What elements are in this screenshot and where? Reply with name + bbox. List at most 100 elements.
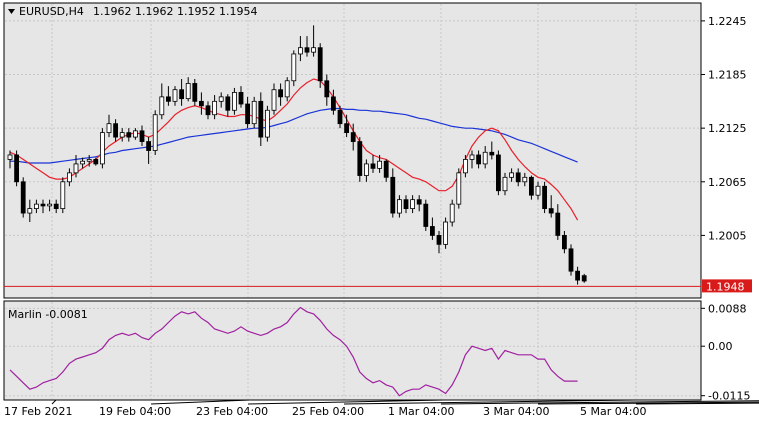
candle[interactable] [377, 154, 383, 173]
candle[interactable] [278, 83, 284, 106]
candle[interactable] [324, 74, 330, 106]
candle[interactable] [67, 168, 72, 187]
candle[interactable] [456, 168, 462, 209]
candle[interactable] [271, 83, 277, 115]
candle[interactable] [231, 87, 237, 115]
candle[interactable] [390, 168, 396, 218]
candle[interactable] [535, 181, 541, 200]
price-axis[interactable]: 1.2245 1.2185 1.2125 1.2065 1.2005 [701, 15, 747, 243]
candle[interactable] [522, 172, 528, 187]
time-axis[interactable]: 17 Feb 2021 19 Feb 04:00 23 Feb 04:00 25 Fe… [4, 399, 759, 418]
candle[interactable] [212, 95, 218, 120]
candle[interactable] [383, 159, 389, 182]
candle[interactable] [344, 114, 350, 138]
candle[interactable] [60, 177, 66, 214]
candle[interactable] [482, 146, 488, 169]
candle[interactable] [410, 195, 416, 214]
candle[interactable] [416, 195, 422, 212]
candle[interactable] [27, 199, 33, 223]
candle[interactable] [529, 175, 534, 200]
candle[interactable] [218, 92, 224, 108]
candle[interactable] [179, 78, 185, 106]
candle[interactable] [146, 137, 152, 164]
indicator-axis[interactable]: 0.0088 0.00 -0.0115 [701, 302, 750, 403]
candle[interactable] [113, 119, 118, 142]
candle[interactable] [509, 168, 515, 182]
candle[interactable] [80, 157, 85, 169]
candle[interactable] [264, 105, 270, 142]
candle[interactable] [304, 36, 310, 57]
candle[interactable] [423, 199, 429, 231]
candle[interactable] [311, 25, 317, 57]
candle[interactable] [245, 96, 251, 129]
candle[interactable] [40, 199, 46, 214]
candle[interactable] [20, 177, 26, 218]
candle[interactable] [34, 199, 39, 214]
candle[interactable] [337, 105, 343, 129]
candle[interactable] [119, 128, 125, 142]
candle[interactable] [205, 101, 211, 120]
candle[interactable] [152, 110, 158, 155]
candle[interactable] [93, 157, 99, 166]
candle[interactable] [14, 150, 20, 187]
candle[interactable] [53, 199, 59, 214]
candle[interactable] [317, 43, 323, 88]
candle-body-bull [410, 199, 416, 210]
candle[interactable] [126, 128, 132, 142]
candle[interactable] [225, 94, 231, 117]
candle[interactable] [350, 123, 356, 151]
candle[interactable] [396, 195, 402, 218]
price-pane[interactable] [3, 2, 702, 299]
candle[interactable] [192, 78, 198, 106]
candle[interactable] [476, 150, 482, 169]
candle[interactable] [449, 199, 455, 227]
candle[interactable] [159, 83, 165, 120]
candle[interactable] [562, 230, 567, 254]
candle[interactable] [568, 244, 574, 276]
candle[interactable] [139, 125, 145, 147]
candle[interactable] [106, 114, 112, 138]
candle[interactable] [581, 273, 587, 283]
candle[interactable] [284, 77, 290, 102]
candle[interactable] [297, 36, 303, 62]
indicator-pane[interactable] [3, 300, 702, 401]
candle[interactable] [443, 217, 449, 249]
candle[interactable] [185, 77, 191, 102]
candles[interactable] [7, 25, 587, 285]
candle[interactable] [548, 195, 554, 218]
dropdown-triangle-icon[interactable] [8, 9, 15, 14]
candle[interactable] [198, 92, 204, 115]
candle[interactable] [469, 150, 475, 169]
candle[interactable] [370, 154, 376, 173]
candle-body-bear [515, 172, 521, 183]
candle[interactable] [542, 181, 547, 214]
candle[interactable] [436, 230, 442, 254]
candle[interactable] [330, 89, 336, 115]
candle[interactable] [575, 266, 580, 285]
candle[interactable] [403, 195, 409, 214]
candle[interactable] [489, 141, 495, 160]
candle[interactable] [502, 172, 508, 196]
candle[interactable] [462, 154, 468, 178]
candle[interactable] [515, 168, 521, 187]
candle[interactable] [363, 159, 369, 182]
candle[interactable] [7, 150, 13, 169]
candle[interactable] [238, 86, 244, 108]
candle[interactable] [251, 96, 257, 129]
candle[interactable] [47, 199, 52, 212]
candle[interactable] [555, 204, 561, 240]
candle[interactable] [172, 86, 178, 106]
candle[interactable] [258, 92, 264, 147]
candle[interactable] [100, 128, 105, 169]
candle[interactable] [495, 150, 501, 196]
candle[interactable] [357, 137, 363, 182]
candle[interactable] [291, 50, 297, 87]
candle[interactable] [165, 86, 171, 106]
candle[interactable] [429, 217, 435, 240]
candle[interactable] [86, 154, 92, 167]
candle[interactable] [73, 154, 79, 178]
candle[interactable] [132, 128, 138, 140]
candle-body-bear [350, 132, 356, 142]
